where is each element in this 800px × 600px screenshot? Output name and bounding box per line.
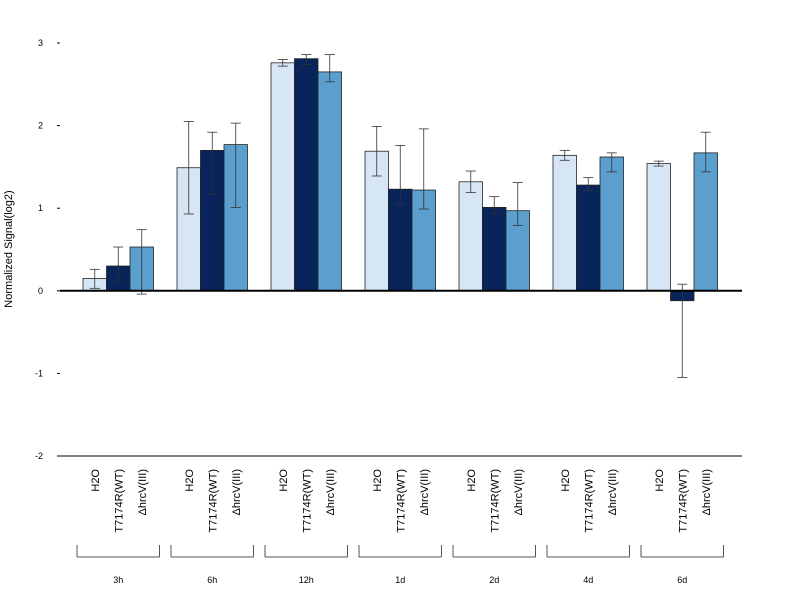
bar (552, 154, 577, 292)
category-label: ΔhrcV(III) (137, 469, 149, 515)
category-label: T7174R(WT) (207, 469, 219, 533)
bar (317, 71, 342, 292)
bar (693, 152, 718, 292)
error-bar (395, 145, 406, 205)
error-bar (489, 196, 500, 215)
bar (482, 206, 507, 292)
y-tick-label: 1 (38, 203, 43, 213)
error-bar (677, 283, 688, 378)
error-bar (207, 131, 218, 195)
error-bar (606, 152, 617, 173)
category-label: H2O (560, 469, 572, 492)
category-label: H2O (654, 469, 666, 492)
category-label: H2O (278, 469, 290, 492)
group-bracket (76, 545, 160, 558)
group-bracket (264, 545, 348, 558)
error-bar (113, 246, 124, 281)
bar (294, 58, 319, 292)
category-label: ΔhrcV(III) (513, 469, 525, 515)
category-label: ΔhrcV(III) (607, 469, 619, 515)
y-tick-label: 0 (38, 286, 43, 296)
category-label: T7174R(WT) (395, 469, 407, 533)
error-bar (512, 182, 523, 226)
group-label: 2d (489, 575, 499, 585)
y-tick-label: 2 (38, 121, 43, 131)
group-label: 1d (395, 575, 405, 585)
error-bar (559, 149, 570, 161)
category-label: T7174R(WT) (677, 469, 689, 533)
category-label: H2O (90, 469, 102, 492)
group-label: 4d (583, 575, 593, 585)
category-label: T7174R(WT) (113, 469, 125, 533)
group-bracket (358, 545, 442, 558)
category-label: H2O (184, 469, 196, 492)
group-bracket (640, 545, 724, 558)
error-bar (277, 59, 288, 67)
y-tick-label: -2 (35, 451, 43, 461)
bar (576, 184, 601, 292)
group-bracket (170, 545, 254, 558)
error-bar (183, 121, 194, 215)
group-label: 6h (207, 575, 217, 585)
group-bracket (546, 545, 630, 558)
error-bar (324, 54, 335, 83)
category-label: T7174R(WT) (489, 469, 501, 533)
category-label: ΔhrcV(III) (701, 469, 713, 515)
bars-layer (60, 54, 742, 378)
y-axis-label: Normalized Signal(log2) (3, 190, 15, 307)
group-label: 3h (113, 575, 123, 585)
error-bar (583, 177, 594, 192)
category-label: ΔhrcV(III) (231, 469, 243, 515)
category-label: H2O (372, 469, 384, 492)
error-bar (418, 128, 429, 210)
y-tick-label: -1 (35, 368, 43, 378)
error-bar (465, 170, 476, 193)
bar (458, 181, 483, 292)
y-axis: -2 -1 0 1 2 3 (35, 38, 742, 461)
category-label: ΔhrcV(III) (419, 469, 431, 515)
error-bar (301, 54, 312, 65)
category-label: H2O (466, 469, 478, 492)
y-tick-label: 3 (38, 38, 43, 48)
error-bar (700, 131, 711, 173)
group-label: 12h (299, 575, 314, 585)
group-bracket (452, 545, 536, 558)
category-label: ΔhrcV(III) (325, 469, 337, 515)
bar (646, 163, 671, 292)
x-axis-labels: H2O T7174R(WT) ΔhrcV(III) 3h H2O T7174R(WT) Δh… (76, 469, 724, 585)
bar (270, 62, 295, 292)
error-bar (371, 126, 382, 177)
category-label: T7174R(WT) (583, 469, 595, 533)
group-label: 6d (677, 575, 687, 585)
category-label: T7174R(WT) (301, 469, 313, 533)
error-bar (230, 122, 241, 208)
bar (599, 156, 624, 292)
error-bar (653, 160, 664, 167)
error-bar (89, 268, 100, 289)
error-bar (136, 229, 147, 295)
